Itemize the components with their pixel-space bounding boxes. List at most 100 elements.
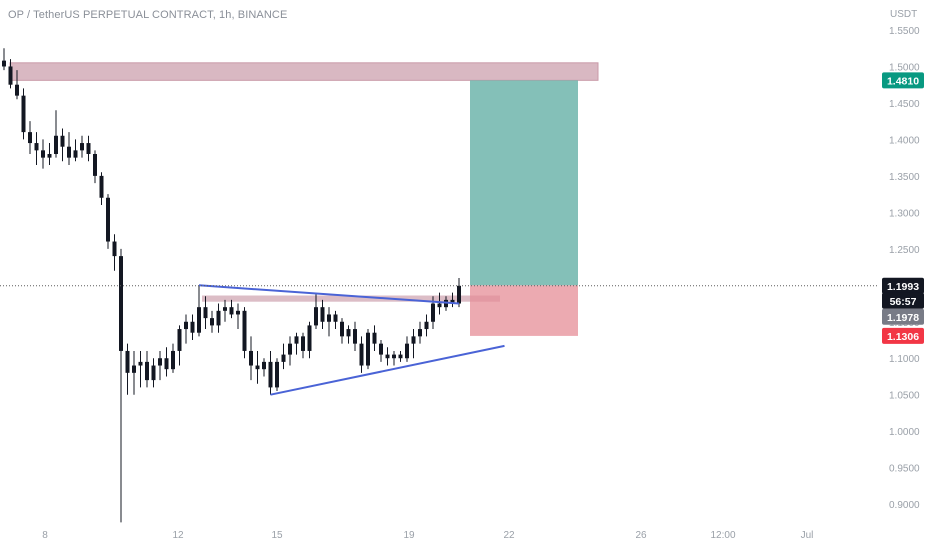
price-tick-label: 1.1000 — [889, 354, 920, 365]
price-tick-label: 1.2500 — [889, 245, 920, 256]
candle-body — [119, 256, 123, 351]
price-tag-countdown — [882, 292, 924, 309]
candle-body — [28, 132, 32, 144]
price-tag-last-price-label: 1.1993 — [887, 281, 919, 293]
time-tick-label: 12 — [172, 530, 184, 541]
candle-body — [8, 66, 13, 85]
price-tag-target-label: 1.4810 — [887, 75, 919, 87]
candle-body — [112, 241, 117, 257]
candle-body — [132, 365, 136, 373]
candle-body — [197, 307, 201, 333]
price-axis-unit: USDT — [890, 9, 918, 20]
candle-body — [223, 307, 227, 311]
candle-body — [379, 343, 383, 355]
candle-body — [34, 143, 39, 151]
time-tick-label: Jul — [801, 530, 814, 541]
resistance-zone — [9, 62, 599, 81]
candle-body — [210, 318, 214, 326]
candle-body — [229, 307, 234, 315]
candle-body — [340, 321, 344, 337]
price-tick-label: 1.0500 — [889, 391, 920, 402]
candle-body — [151, 365, 156, 381]
trendline-upper — [198, 284, 460, 305]
candle-body — [437, 303, 442, 308]
candle-body — [385, 354, 390, 359]
time-tick-label: 15 — [271, 530, 283, 541]
candle-body — [372, 332, 377, 344]
price-tag-stop-label: 1.1306 — [887, 331, 919, 343]
price-tick-label: 1.5000 — [889, 62, 920, 73]
candle-body — [125, 350, 130, 373]
candle-body — [275, 361, 279, 388]
price-tags: 1.4810 1.1993 56:57 1.1978 1.1306 — [882, 72, 924, 344]
trendline-lower — [270, 344, 505, 396]
candle-body — [41, 150, 45, 158]
candle-body — [450, 299, 455, 304]
candle-body — [294, 336, 299, 344]
candle-body — [411, 336, 416, 344]
candle-body — [164, 358, 169, 370]
candle-body — [236, 310, 240, 315]
candle-body — [346, 329, 351, 337]
time-tick-label: 8 — [42, 530, 48, 541]
time-tick-label: 19 — [403, 530, 415, 541]
candle-body — [171, 350, 175, 370]
candle-body — [424, 321, 429, 330]
time-tick-label: 26 — [635, 530, 647, 541]
candle-body — [54, 135, 58, 154]
target-zone — [470, 80, 578, 286]
candle-body — [73, 150, 78, 158]
candle-body — [80, 143, 84, 151]
price-tag-mid-label: 1.1978 — [887, 312, 919, 324]
price-tick-label: 0.9000 — [889, 500, 920, 511]
price-axis[interactable]: 0.90000.95001.00001.05001.10001.15001.20… — [889, 26, 920, 511]
price-tick-label: 0.9500 — [889, 464, 920, 475]
candle-body — [288, 343, 292, 355]
candle-body — [86, 143, 91, 154]
candle-body — [281, 354, 286, 362]
candle-body — [177, 329, 182, 351]
candle-body — [99, 175, 104, 198]
candles-layer — [2, 48, 461, 523]
candle-body — [314, 307, 318, 326]
price-tick-label: 1.4000 — [889, 135, 920, 146]
candle-body — [366, 332, 370, 366]
candle-body — [268, 361, 273, 388]
candle-body — [359, 343, 364, 366]
price-tag-mid — [882, 308, 924, 325]
time-tick-label: 12:00 — [710, 530, 735, 541]
candle-body — [457, 285, 461, 304]
candle-body — [398, 354, 403, 359]
candle-body — [249, 350, 253, 366]
candle-body — [184, 321, 188, 330]
candle-body — [203, 307, 208, 319]
price-tick-label: 1.4500 — [889, 99, 920, 110]
candle-body — [320, 307, 325, 322]
candle-body — [418, 329, 422, 337]
candle-body — [67, 146, 71, 158]
candle-body — [333, 314, 338, 322]
price-tag-countdown-label: 56:57 — [890, 296, 917, 308]
candle-body — [190, 321, 195, 333]
price-tick-label: 1.0000 — [889, 427, 920, 438]
candle-body — [353, 329, 357, 344]
candle-body — [15, 84, 19, 96]
candle-body — [106, 197, 110, 242]
candle-body — [392, 354, 396, 359]
price-tag-target — [882, 72, 924, 89]
long-position-tool[interactable] — [470, 80, 578, 336]
candle-body — [307, 325, 312, 351]
candle-body — [158, 358, 162, 366]
candle-body — [301, 336, 305, 351]
time-axis[interactable]: 8 12 15 19 22 26 12:00 Jul — [42, 530, 813, 541]
candle-body — [47, 154, 52, 158]
candle-body — [431, 303, 435, 322]
support-zone — [202, 295, 500, 302]
price-tick-label: 1.3000 — [889, 208, 920, 219]
candle-body — [216, 310, 221, 326]
price-tick-label: 1.3500 — [889, 172, 920, 183]
candle-body — [262, 361, 266, 370]
candle-body — [255, 365, 260, 370]
price-tag-last-price — [882, 277, 924, 294]
